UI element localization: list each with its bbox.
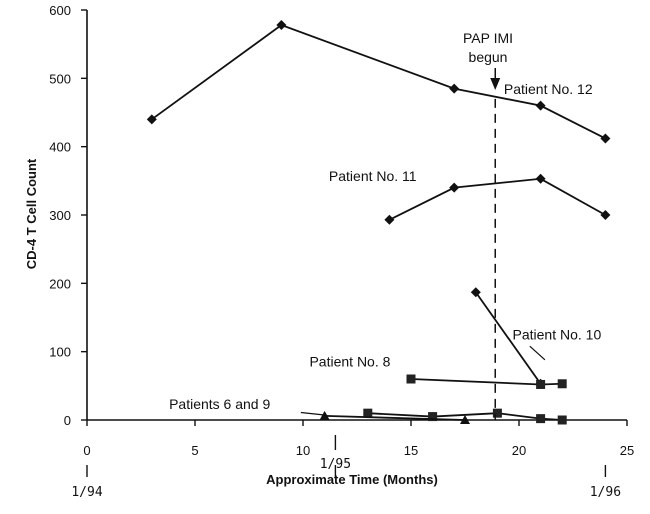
y-tick-label: 400 <box>49 140 71 155</box>
x-tick-label: 20 <box>512 443 526 458</box>
event-label-line1: PAP IMI <box>463 30 513 46</box>
annotation-pointer <box>529 345 546 361</box>
x-tick-label: 5 <box>191 443 198 458</box>
data-point <box>384 214 395 225</box>
data-point <box>276 20 287 31</box>
series-1 <box>384 173 611 225</box>
data-point <box>535 100 546 111</box>
data-point <box>460 415 470 424</box>
y-tick-label: 500 <box>49 71 71 86</box>
annotation-pointer <box>300 411 327 416</box>
y-tick-label: 200 <box>49 276 71 291</box>
data-point <box>557 415 567 425</box>
date-tick-label: 1/95 <box>320 457 351 472</box>
series-annotation: Patient No. 8 <box>309 354 390 370</box>
y-tick-label: 0 <box>64 413 71 428</box>
series-0 <box>146 20 611 144</box>
data-point <box>536 414 546 424</box>
x-tick-label: 10 <box>296 443 310 458</box>
data-point <box>406 374 416 384</box>
x-axis-title: Approximate Time (Months) <box>266 472 438 487</box>
data-point <box>146 114 157 125</box>
annotations: Patient No. 12 Patient No. 11 Patient No. … <box>169 68 601 420</box>
data-point <box>470 287 481 298</box>
event-arrow-head <box>490 78 501 90</box>
axes: 0 100 200 300 400 500 600 0 5 10 15 20 25 1/94 1/95 1/9… <box>49 3 634 500</box>
data-point <box>449 83 460 94</box>
data-point <box>492 408 502 418</box>
series-annotation: Patient No. 12 <box>504 81 593 97</box>
series-4 <box>363 408 567 425</box>
series-line <box>475 291 542 385</box>
data-point <box>600 133 611 144</box>
data-point <box>536 379 546 389</box>
series-5 <box>319 410 470 424</box>
event-label-line2: begun <box>469 49 508 65</box>
series-layer <box>146 20 611 425</box>
data-point <box>363 408 373 418</box>
date-tick-label: 1/94 <box>71 485 102 500</box>
series-line <box>389 177 606 221</box>
series-annotation: Patient No. 11 <box>329 168 417 184</box>
y-axis-title: CD-4 T Cell Count <box>24 158 39 269</box>
y-tick-label: 300 <box>49 208 71 223</box>
series-annotation: Patient No. 10 <box>513 326 602 342</box>
data-point <box>449 182 460 193</box>
data-point <box>535 173 546 184</box>
data-point <box>428 412 438 422</box>
data-point <box>557 379 567 389</box>
series-line <box>324 415 466 421</box>
series-3 <box>406 374 567 389</box>
data-point <box>600 210 611 220</box>
series-annotation: Patients 6 and 9 <box>169 396 270 412</box>
x-tick-label: 15 <box>404 443 418 458</box>
x-tick-label: 0 <box>83 443 90 458</box>
x-tick-label: 25 <box>620 443 634 458</box>
y-tick-label: 100 <box>49 345 71 360</box>
y-tick-label: 600 <box>49 3 71 18</box>
date-tick-label: 1/96 <box>590 485 621 500</box>
